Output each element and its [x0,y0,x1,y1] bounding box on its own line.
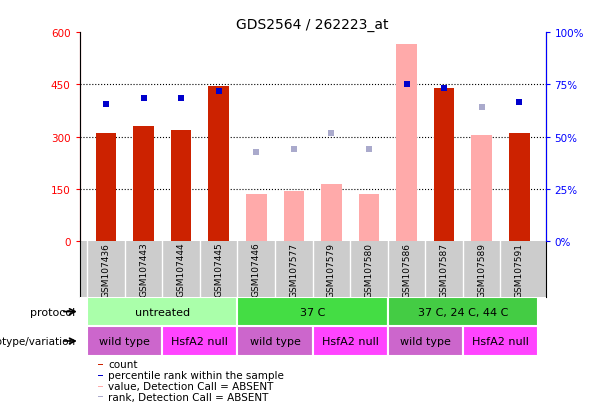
Bar [321,184,342,242]
Title: GDS2564 / 262223_at: GDS2564 / 262223_at [237,18,389,32]
Text: GSM107445: GSM107445 [214,242,223,297]
Text: protocol: protocol [30,307,75,317]
Text: GSM107436: GSM107436 [102,242,110,297]
Text: GSM107444: GSM107444 [177,242,186,297]
Text: GSM107577: GSM107577 [289,242,299,297]
Text: wild type: wild type [99,336,150,346]
Text: percentile rank within the sample: percentile rank within the sample [108,370,284,380]
Bar [87,297,237,327]
Bar [313,327,388,356]
Bar [133,127,154,242]
Text: wild type: wild type [400,336,451,346]
Text: GSM107587: GSM107587 [440,242,449,297]
Text: GSM107446: GSM107446 [252,242,261,297]
Text: wild type: wild type [249,336,300,346]
Text: GSM107443: GSM107443 [139,242,148,297]
Text: GSM107579: GSM107579 [327,242,336,297]
Bar [171,131,191,242]
Bar [162,327,237,356]
Text: 37 C: 37 C [300,307,326,317]
Text: GSM107580: GSM107580 [365,242,373,297]
Bar [509,134,530,242]
Bar [98,386,104,387]
Bar [388,327,463,356]
Text: value, Detection Call = ABSENT: value, Detection Call = ABSENT [108,381,273,391]
Text: HsfA2 null: HsfA2 null [322,336,379,346]
Bar [246,195,267,242]
Bar [359,195,379,242]
Text: count: count [108,360,137,370]
Text: GSM107589: GSM107589 [477,242,486,297]
Text: GSM107586: GSM107586 [402,242,411,297]
Bar [388,297,538,327]
Text: HsfA2 null: HsfA2 null [172,336,229,346]
Text: GSM107591: GSM107591 [515,242,524,297]
Text: 37 C, 24 C, 44 C: 37 C, 24 C, 44 C [417,307,508,317]
Bar [98,375,104,376]
Bar [237,297,388,327]
Bar [96,134,116,242]
Text: rank, Detection Call = ABSENT: rank, Detection Call = ABSENT [108,392,268,402]
Bar [434,89,454,242]
Bar [396,45,417,242]
Bar [98,396,104,397]
Bar [237,327,313,356]
Bar [87,327,162,356]
Bar [471,135,492,242]
Text: genotype/variation: genotype/variation [0,336,75,346]
Text: untreated: untreated [135,307,190,317]
Bar [208,87,229,242]
Bar [98,364,104,365]
Bar [463,327,538,356]
Bar [284,191,304,242]
Text: HsfA2 null: HsfA2 null [472,336,529,346]
